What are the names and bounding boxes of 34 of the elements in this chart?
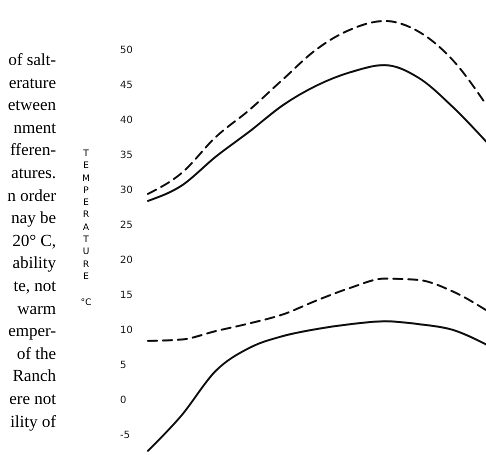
text: warm [17, 298, 56, 319]
y-tick-label: 25 [120, 220, 133, 231]
y-tick-label: 35 [120, 150, 133, 161]
text: 20° C, [12, 230, 56, 251]
line-series [147, 278, 486, 342]
text: etween [8, 95, 56, 116]
y-tick-label: 30 [120, 185, 133, 196]
y-tick-label: 5 [120, 360, 126, 371]
text: emper- [8, 321, 56, 342]
line-series [147, 20, 486, 195]
y-tick-label: 10 [120, 325, 133, 336]
y-tick-label: 45 [120, 80, 133, 91]
text: erature [8, 72, 56, 93]
text: Ranch [12, 366, 56, 386]
text: nment [14, 118, 56, 138]
y-tick-label: 0 [120, 395, 126, 406]
y-tick-label: 15 [120, 290, 133, 301]
text: TEMPERATURE °C [80, 149, 92, 308]
y-tick-label: 40 [120, 115, 133, 126]
text: te, not [14, 276, 56, 296]
text: atures. [11, 163, 56, 183]
text: fferen- [10, 140, 56, 160]
text: of the [16, 344, 56, 364]
text: of salt- [8, 50, 56, 70]
text: ility of [10, 412, 56, 432]
text: nay be [11, 208, 56, 228]
y-tick-label: -5 [120, 430, 130, 441]
y-tick-label: 50 [120, 45, 133, 56]
line-series [147, 64, 486, 202]
y-tick-label: 20 [120, 255, 133, 266]
text: ability [12, 253, 56, 274]
text: ere not [9, 389, 56, 409]
line-series [147, 320, 486, 452]
text: n order [7, 186, 56, 206]
